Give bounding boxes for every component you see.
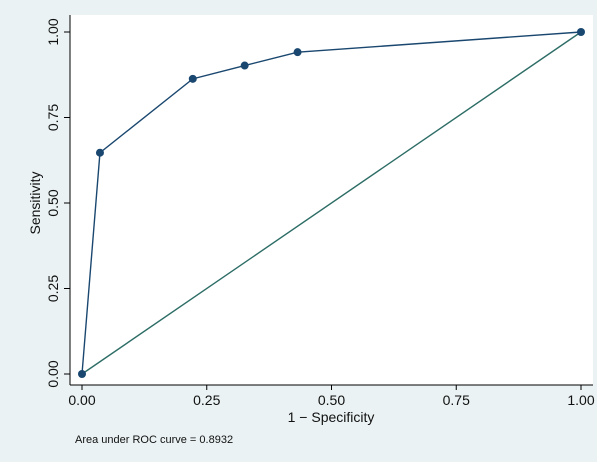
- y-axis-label: Sensitivity: [27, 171, 43, 234]
- y-tick-label: 0.75: [45, 104, 61, 131]
- plot-area: [70, 15, 593, 385]
- roc-point: [95, 148, 104, 157]
- series-layer: [78, 28, 585, 378]
- roc-curve-line: [81, 31, 582, 375]
- roc-point: [188, 74, 197, 83]
- x-tick-label: 0.00: [68, 392, 95, 408]
- x-tick-label: 0.25: [193, 392, 220, 408]
- reference-line: [81, 31, 582, 375]
- roc-point: [240, 61, 249, 70]
- auc-note: Area under ROC curve = 0.8932: [75, 434, 233, 446]
- x-tick-label: 0.75: [443, 392, 470, 408]
- y-tick-label: 0.50: [45, 189, 61, 216]
- y-tick-label: 0.25: [45, 275, 61, 302]
- x-tick-label: 0.50: [318, 392, 345, 408]
- y-tick-label: 1.00: [45, 18, 61, 45]
- x-axis-ticks: 0.00 0.25 0.50 0.75 1.00: [68, 385, 595, 408]
- x-tick-label: 1.00: [567, 392, 594, 408]
- roc-point: [577, 28, 585, 36]
- roc-point: [78, 370, 86, 378]
- y-tick-label: 0.00: [45, 360, 61, 387]
- x-axis-label: 1 − Specificity: [288, 409, 375, 425]
- roc-point: [293, 48, 302, 57]
- y-axis-ticks: 0.00 0.25 0.50 0.75 1.00: [45, 18, 70, 388]
